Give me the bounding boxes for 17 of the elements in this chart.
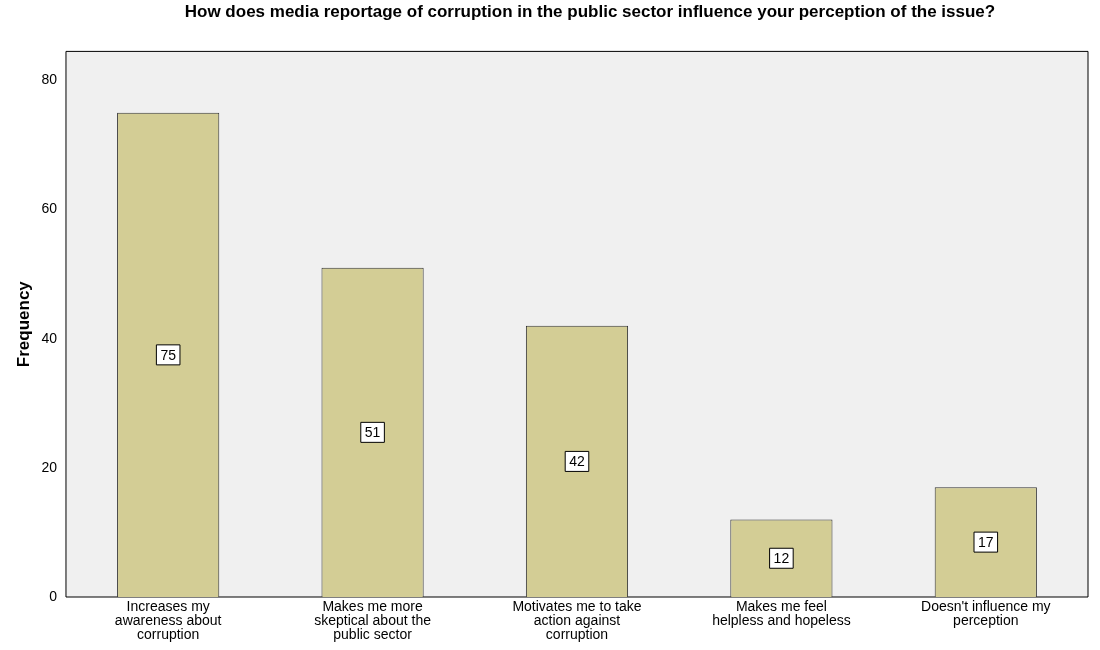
x-tick-label: Makes me feel helpless and hopeless — [712, 597, 851, 628]
y-tick-label: 60 — [41, 200, 58, 217]
y-tick-label: 40 — [41, 329, 58, 346]
data-label: 17 — [978, 533, 994, 550]
data-label: 75 — [160, 346, 177, 363]
y-tick-label: 0 — [49, 587, 58, 604]
chart-title: How does media reportage of corruption in the public sector influence your perception of the issue? — [183, 2, 997, 21]
x-tick-label: Doesn't influence my perception — [921, 597, 1051, 628]
y-tick-label: 20 — [41, 458, 58, 475]
data-label: 12 — [773, 550, 790, 567]
x-tick-label: Increases my awareness about corruption — [114, 597, 222, 642]
y-tick-label: 80 — [41, 71, 58, 88]
x-tick-label: Makes me more skeptical about the public sector — [314, 597, 432, 642]
data-label: 51 — [364, 424, 381, 441]
data-label: 42 — [569, 453, 585, 470]
x-tick-label: Motivates me to take action against corruption — [512, 597, 642, 642]
y-axis-title: Frequency — [13, 280, 33, 368]
